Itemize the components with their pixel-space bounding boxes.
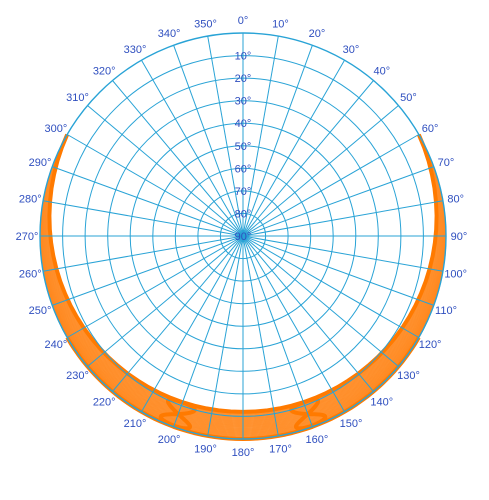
- azimuth-tick-label: 110°: [435, 305, 457, 317]
- azimuth-tick-label: 250°: [29, 305, 52, 317]
- azimuth-tick-label: 60°: [422, 123, 439, 135]
- azimuth-tick-label: 150°: [340, 418, 363, 430]
- azimuth-spoke: [242, 235, 443, 272]
- azimuth-tick-label: 350°: [194, 18, 217, 30]
- altitude-tick-label: 20°: [235, 73, 252, 85]
- azimuth-tick-label: 340°: [158, 28, 181, 40]
- azimuth-spoke: [43, 200, 244, 237]
- azimuth-tick-label: 20°: [309, 28, 326, 40]
- azimuth-tick-label: 120°: [419, 339, 442, 351]
- azimuth-tick-label: 70°: [438, 157, 455, 169]
- azimuth-tick-label: 180°: [232, 447, 255, 459]
- azimuth-tick-label: 160°: [306, 434, 329, 446]
- azimuth-spoke: [66, 235, 244, 338]
- azimuth-tick-label: 130°: [397, 370, 420, 382]
- azimuth-tick-label: 90°: [451, 231, 468, 243]
- azimuth-spoke: [242, 105, 399, 237]
- azimuth-tick-label: 50°: [400, 92, 417, 104]
- azimuth-tick-label: 330°: [124, 44, 147, 56]
- azimuth-spoke: [52, 235, 244, 306]
- azimuth-tick-label: 320°: [93, 66, 116, 78]
- azimuth-spoke: [242, 59, 345, 237]
- azimuth-spoke: [112, 235, 244, 392]
- azimuth-tick-label: 0°: [238, 15, 249, 27]
- altitude-tick-label: 40°: [235, 118, 252, 130]
- azimuth-tick-label: 290°: [29, 157, 52, 169]
- azimuth-tick-label: 310°: [66, 92, 89, 104]
- azimuth-tick-label: 30°: [343, 44, 360, 56]
- azimuth-spoke: [207, 36, 244, 237]
- azimuth-spoke: [207, 235, 244, 436]
- azimuth-tick-label: 170°: [269, 444, 292, 456]
- azimuth-spoke: [242, 235, 420, 338]
- azimuth-spoke: [242, 235, 279, 436]
- azimuth-spoke: [242, 235, 434, 306]
- azimuth-spoke: [242, 80, 374, 237]
- altitude-tick-label: 30°: [235, 96, 252, 108]
- azimuth-spoke: [52, 166, 244, 237]
- azimuth-tick-label: 140°: [370, 397, 393, 409]
- axis-labels: 0° 10° 20° 30° 40° 50° 60° 70° 80° 90° 100° 110° 120…: [16, 15, 468, 459]
- azimuth-spoke: [87, 235, 244, 367]
- azimuth-spoke: [242, 134, 420, 237]
- altitude-tick-label: 50°: [235, 141, 252, 153]
- azimuth-tick-label: 100°: [444, 269, 467, 281]
- azimuth-spoke: [141, 59, 244, 237]
- azimuth-spoke: [66, 134, 244, 237]
- azimuth-tick-label: 10°: [272, 18, 289, 30]
- azimuth-tick-label: 40°: [373, 66, 390, 78]
- azimuth-tick-label: 240°: [45, 339, 68, 351]
- azimuth-spoke: [242, 45, 313, 237]
- polar-grid: [39, 32, 447, 440]
- altitude-tick-label: 70°: [235, 186, 252, 198]
- azimuth-tick-label: 210°: [124, 418, 147, 430]
- altitude-tick-label: 10°: [235, 51, 252, 63]
- azimuth-tick-label: 220°: [93, 397, 116, 409]
- azimuth-spoke: [112, 80, 244, 237]
- altitude-tick-label: 90°: [235, 231, 252, 243]
- azimuth-tick-label: 300°: [45, 123, 68, 135]
- azimuth-tick-label: 280°: [19, 194, 42, 206]
- azimuth-spoke: [173, 45, 244, 237]
- azimuth-tick-label: 200°: [158, 434, 181, 446]
- azimuth-spoke: [43, 235, 244, 272]
- altitude-tick-label: 60°: [235, 163, 252, 175]
- azimuth-spoke: [242, 166, 434, 237]
- azimuth-tick-label: 190°: [194, 444, 217, 456]
- azimuth-spoke: [242, 235, 399, 367]
- azimuth-spoke: [173, 235, 244, 427]
- azimuth-tick-label: 80°: [447, 194, 464, 206]
- azimuth-spoke: [242, 200, 443, 237]
- azimuth-spoke: [242, 36, 279, 237]
- azimuth-spoke: [242, 235, 313, 427]
- azimuth-tick-label: 260°: [19, 269, 42, 281]
- azimuth-spoke: [141, 235, 244, 413]
- azimuth-tick-label: 270°: [16, 231, 39, 243]
- azimuth-tick-label: 230°: [66, 370, 89, 382]
- altitude-tick-label: 80°: [235, 208, 252, 220]
- azimuth-spoke: [242, 235, 374, 392]
- azimuth-spoke: [87, 105, 244, 237]
- azimuth-spoke: [242, 235, 345, 413]
